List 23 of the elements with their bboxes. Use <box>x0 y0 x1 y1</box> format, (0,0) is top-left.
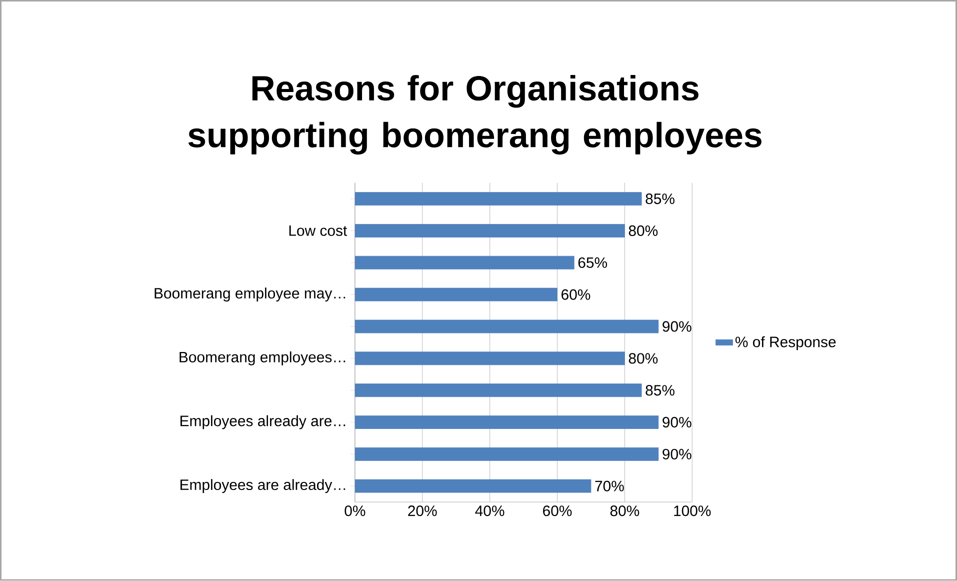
data-label: 80% <box>628 353 658 364</box>
chart-title: Reasons for Organisations supporting boomerang employees <box>188 75 762 155</box>
legend-label: % of Response <box>735 336 836 350</box>
x-tick-label: 40% <box>475 506 504 516</box>
data-label: 80% <box>628 226 658 236</box>
y-tick-label: Boomerang employees… <box>180 352 346 366</box>
y-tick-label: Boomerang employee may… <box>154 288 346 302</box>
data-label: 90% <box>662 448 692 460</box>
data-label: 65% <box>578 257 608 268</box>
y-tick-label: Low cost <box>289 226 348 236</box>
data-label: 85% <box>646 194 674 204</box>
x-tick-label: 80% <box>610 506 640 516</box>
data-label: 85% <box>646 385 674 396</box>
x-tick-label: 0% <box>344 506 366 516</box>
x-tick-label: 60% <box>543 506 572 516</box>
y-tick-label: Employees already are… <box>180 415 346 430</box>
data-label: 90% <box>662 417 692 428</box>
x-tick-label: 100% <box>674 506 711 516</box>
data-label: 60% <box>562 289 590 300</box>
y-tick-label: Employees are already… <box>180 479 346 494</box>
x-tick-label: 20% <box>408 506 437 516</box>
data-label: 70% <box>595 480 624 492</box>
data-label: 90% <box>662 321 692 332</box>
